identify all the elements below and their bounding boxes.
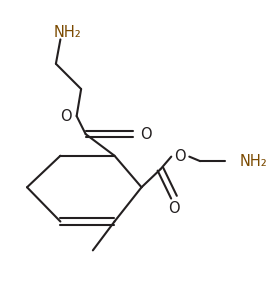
Text: NH₂: NH₂	[54, 25, 81, 40]
Text: O: O	[140, 127, 152, 142]
Text: O: O	[168, 200, 180, 215]
Text: O: O	[60, 109, 72, 124]
Text: O: O	[174, 149, 186, 164]
Text: NH₂: NH₂	[240, 154, 267, 169]
